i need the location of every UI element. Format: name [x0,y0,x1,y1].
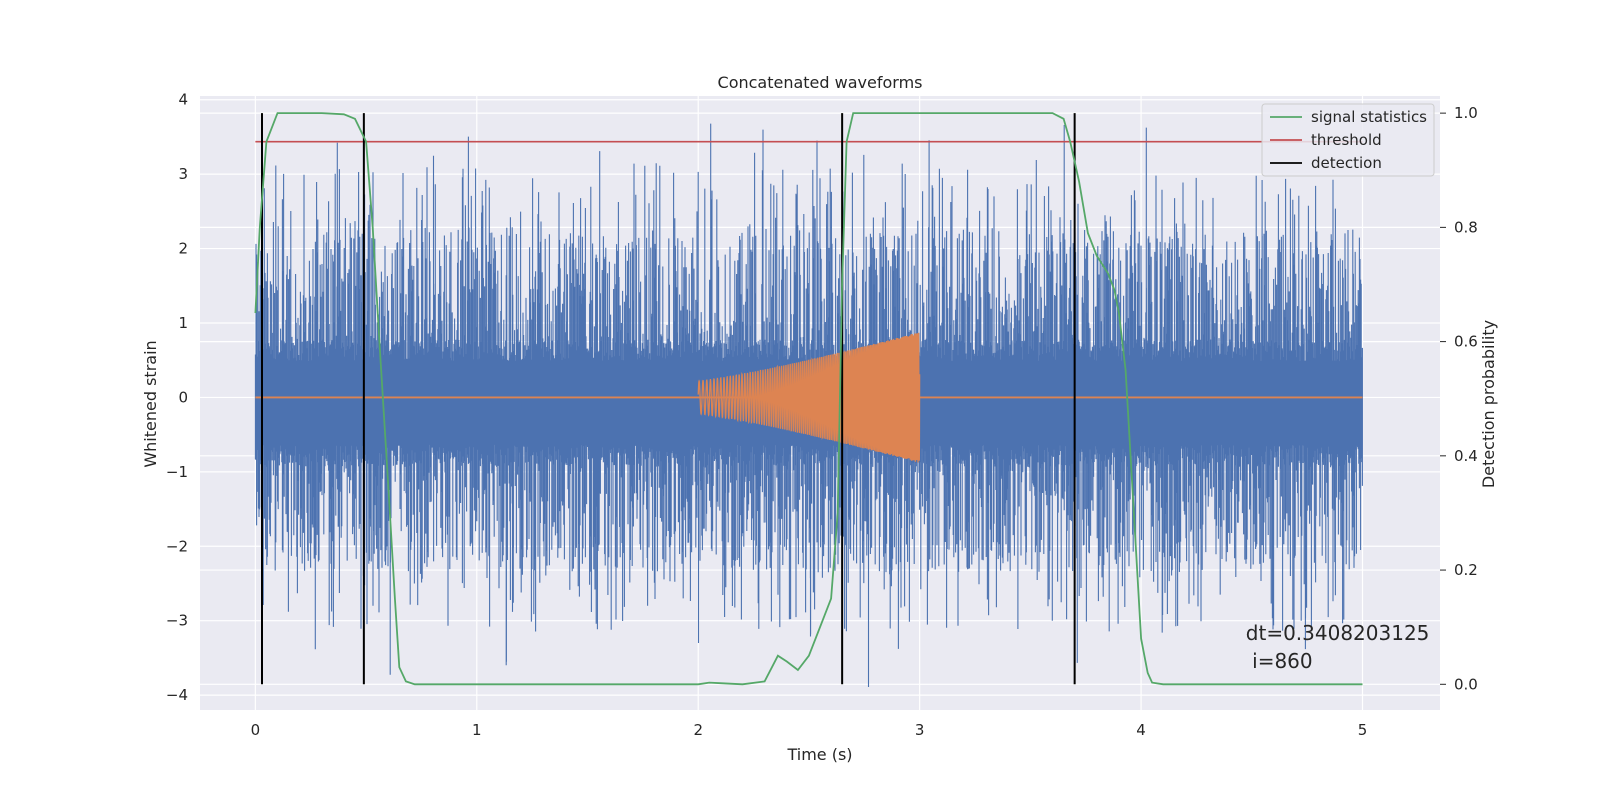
x-tick-label: 2 [693,721,703,739]
y-right-tick-label: 0.6 [1454,333,1478,351]
y-tick-label: −4 [166,686,188,704]
y-tick-label: −3 [166,612,188,630]
annotation-i: i=860 [1246,649,1313,673]
axes: 0 1 2 3 4 5 −4 −3 −2 −1 0 1 2 3 4 0.0 0.2 0.4 0.6 0.8 1.0 [166,91,1478,739]
legend: signal statistics threshold detection [1261,103,1435,177]
y-tick-label: 1 [178,314,188,332]
legend-box [1261,103,1435,177]
x-tick-label: 0 [251,721,261,739]
annotation-dt: dt=0.3408203125 [1246,621,1430,645]
legend-label-signal-statistics: signal statistics [1311,108,1427,126]
x-tick-label: 3 [915,721,925,739]
y-tick-label: −2 [166,537,188,555]
y-axis-right-label: Detection probability [1479,320,1498,488]
y-right-tick-label: 1.0 [1454,104,1478,122]
y-axis-label: Whitened strain [141,340,160,467]
x-tick-label: 4 [1136,721,1146,739]
legend-label-detection: detection [1311,154,1382,172]
y-tick-label: 4 [178,91,188,109]
y-right-tick-label: 0.4 [1454,447,1478,465]
y-right-tick-label: 0.2 [1454,561,1478,579]
y-tick-label: 0 [178,388,188,406]
data-series [254,112,1363,687]
y-right-tick-label: 0.0 [1454,675,1478,693]
y-tick-label: −1 [166,463,188,481]
x-tick-label: 1 [472,721,482,739]
legend-label-threshold: threshold [1311,131,1382,149]
template-chirp-series [697,332,921,463]
x-tick-label: 5 [1358,721,1368,739]
signal-statistics-line [254,112,1363,686]
chart-title: Concatenated waveforms [718,73,923,92]
y-right-tick-label: 0.8 [1454,218,1478,236]
y-tick-label: 3 [178,165,188,183]
y-tick-label: 2 [178,240,188,258]
x-axis-label: Time (s) [786,745,852,764]
